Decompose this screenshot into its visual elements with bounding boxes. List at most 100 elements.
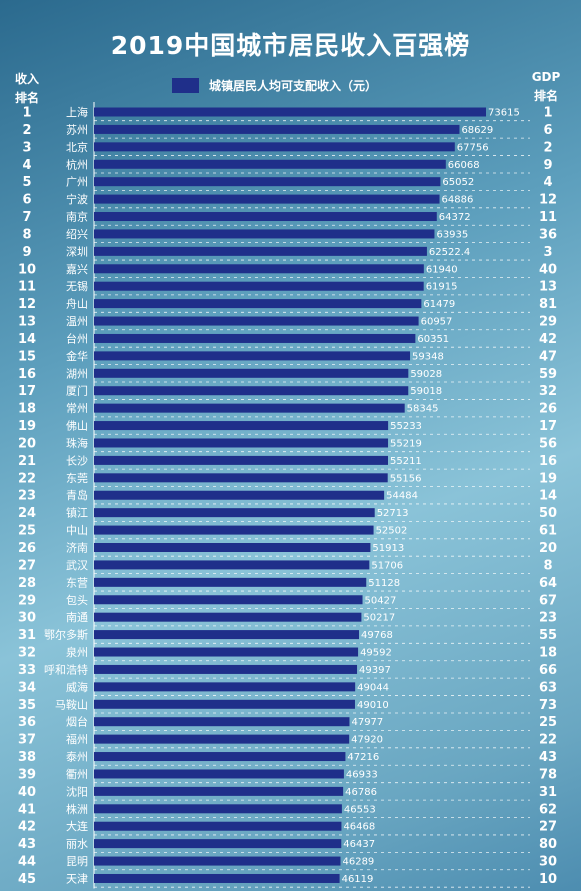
income-rank: 35 bbox=[18, 698, 36, 713]
income-bar bbox=[94, 839, 342, 849]
gdp-rank: 73 bbox=[539, 698, 557, 713]
income-bar bbox=[94, 804, 342, 814]
gdp-rank: 3 bbox=[543, 245, 552, 260]
income-bar bbox=[94, 473, 388, 483]
income-rank: 28 bbox=[18, 576, 36, 591]
city-label: 台州 bbox=[66, 331, 88, 345]
income-bar bbox=[94, 734, 350, 744]
value-label: 60957 bbox=[421, 317, 453, 328]
income-rank: 6 bbox=[22, 193, 31, 208]
income-bar bbox=[94, 682, 356, 692]
value-label: 52502 bbox=[376, 526, 408, 537]
city-label: 北京 bbox=[66, 140, 88, 154]
value-label: 55156 bbox=[390, 473, 422, 484]
income-bar bbox=[94, 159, 446, 169]
value-label: 58345 bbox=[407, 404, 439, 415]
city-label: 马鞍山 bbox=[55, 697, 88, 711]
city-label: 泰州 bbox=[66, 750, 88, 764]
city-label: 常州 bbox=[66, 402, 88, 415]
value-label: 46289 bbox=[342, 857, 374, 868]
city-label: 包头 bbox=[66, 594, 88, 607]
income-rank: 14 bbox=[18, 332, 36, 347]
income-bar bbox=[94, 246, 427, 256]
gdp-rank: 32 bbox=[539, 384, 557, 399]
income-rank: 37 bbox=[18, 733, 36, 748]
income-bar bbox=[94, 595, 363, 605]
city-label: 昆明 bbox=[66, 855, 88, 868]
gdp-rank: 40 bbox=[539, 262, 557, 277]
value-label: 64372 bbox=[439, 212, 471, 223]
income-bar bbox=[94, 577, 367, 587]
city-label: 绍兴 bbox=[66, 227, 88, 241]
city-label: 衢州 bbox=[66, 768, 88, 781]
value-label: 49010 bbox=[357, 700, 389, 711]
income-bar bbox=[94, 386, 409, 396]
income-bar bbox=[94, 124, 460, 134]
income-bar bbox=[94, 752, 346, 762]
income-bar bbox=[94, 368, 409, 378]
city-label: 烟台 bbox=[66, 715, 88, 729]
gdp-rank: 19 bbox=[539, 471, 557, 486]
income-rank: 40 bbox=[18, 785, 36, 800]
gdp-rank: 18 bbox=[539, 646, 557, 661]
income-bar bbox=[94, 630, 360, 640]
gdp-rank: 25 bbox=[539, 715, 557, 730]
city-label: 青岛 bbox=[66, 488, 88, 502]
income-bar bbox=[94, 212, 437, 222]
income-rank: 34 bbox=[18, 680, 36, 695]
gdp-rank: 43 bbox=[539, 750, 557, 765]
city-label: 株洲 bbox=[66, 802, 88, 816]
value-label: 52713 bbox=[377, 508, 409, 519]
income-bar bbox=[94, 299, 422, 309]
gdp-rank: 1 bbox=[543, 106, 552, 121]
value-label: 61940 bbox=[426, 264, 458, 275]
income-rank: 17 bbox=[18, 384, 36, 399]
city-label: 丽水 bbox=[66, 838, 88, 851]
gdp-rank: 47 bbox=[539, 349, 557, 364]
city-label: 无锡 bbox=[66, 279, 88, 293]
income-rank: 23 bbox=[18, 489, 36, 504]
gdp-rank: 11 bbox=[539, 210, 557, 225]
value-label: 55219 bbox=[390, 438, 422, 449]
value-label: 59018 bbox=[410, 386, 442, 397]
value-label: 46119 bbox=[342, 874, 374, 885]
income-bar bbox=[94, 699, 355, 709]
gdp-rank: 30 bbox=[539, 855, 557, 870]
value-label: 73615 bbox=[488, 108, 520, 119]
income-rank: 31 bbox=[18, 628, 36, 643]
income-bar bbox=[94, 717, 350, 727]
income-bar bbox=[94, 421, 389, 431]
value-label: 60351 bbox=[417, 334, 449, 345]
gdp-rank: 81 bbox=[539, 297, 557, 312]
value-label: 67756 bbox=[457, 142, 489, 153]
gdp-rank: 17 bbox=[539, 419, 557, 434]
city-label: 南京 bbox=[66, 210, 88, 224]
value-label: 46553 bbox=[344, 804, 376, 815]
income-rank: 16 bbox=[18, 367, 36, 382]
gdp-rank: 78 bbox=[539, 767, 557, 782]
city-label: 厦门 bbox=[66, 384, 88, 398]
income-rank: 45 bbox=[18, 872, 36, 887]
value-label: 51913 bbox=[372, 543, 404, 554]
gdp-rank: 14 bbox=[539, 489, 557, 504]
value-label: 61479 bbox=[423, 299, 455, 310]
income-bar bbox=[94, 351, 411, 361]
income-bar bbox=[94, 177, 441, 187]
income-rank: 27 bbox=[18, 558, 36, 573]
chart-title: 2019中国城市居民收入百强榜 bbox=[110, 31, 471, 60]
value-label: 49768 bbox=[361, 630, 393, 641]
value-label: 49592 bbox=[360, 648, 392, 659]
gdp-rank: 55 bbox=[539, 628, 557, 643]
gdp-rank: 6 bbox=[543, 123, 552, 138]
city-label: 上海 bbox=[66, 105, 88, 119]
income-rank: 13 bbox=[18, 315, 36, 330]
city-label: 广州 bbox=[66, 176, 88, 189]
legend-swatch bbox=[172, 77, 199, 93]
income-bar bbox=[94, 560, 370, 570]
income-bar bbox=[94, 490, 385, 500]
income-bar bbox=[94, 455, 388, 465]
income-rank: 41 bbox=[18, 802, 36, 817]
gdp-rank: 64 bbox=[539, 576, 557, 591]
gdp-rank-header: GDP 排名 bbox=[531, 70, 561, 103]
value-label: 47977 bbox=[351, 717, 383, 728]
